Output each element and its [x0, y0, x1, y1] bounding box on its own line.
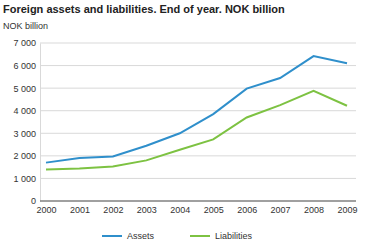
- title: Foreign assets and liabilities. End of y…: [3, 3, 285, 15]
- legend-label: Liabilities: [215, 231, 253, 241]
- legend-label: Assets: [127, 231, 155, 241]
- y-tick-label: 2 000: [13, 151, 36, 161]
- y-axis: 0 1 000 2 000 3 000 4 000 5 000 6 000 7 000: [13, 38, 40, 206]
- x-tick: 2001: [70, 201, 90, 215]
- grid-line: [40, 88, 356, 89]
- grid-line: [40, 110, 356, 111]
- chart: Foreign assets and liabilities. End of y…: [0, 0, 369, 244]
- x-tick: 2004: [170, 201, 190, 215]
- grid-line: [40, 133, 356, 134]
- x-axis: 2000 2001 2002 2003 2004 2005 2006 2007 2008 2009: [36, 201, 357, 215]
- y-tick-label: 0: [31, 196, 36, 206]
- x-tick-label: 2009: [337, 205, 357, 215]
- grid-line: [40, 178, 356, 179]
- x-tick: 2008: [304, 201, 324, 215]
- grid: [40, 43, 356, 201]
- x-tick-label: 2001: [70, 205, 90, 215]
- y-tick-label: 4 000: [13, 106, 36, 116]
- y-tick: 7 000: [13, 38, 40, 48]
- y-tick: 4 000: [13, 106, 40, 116]
- y-tick-label: 1 000: [13, 174, 36, 184]
- x-tick-label: 2000: [36, 205, 56, 215]
- y-label: NOK billion: [3, 21, 48, 31]
- plot-area: [46, 56, 347, 169]
- x-tick-label: 2008: [304, 205, 324, 215]
- legend: Assets Liabilities: [102, 231, 253, 241]
- x-tick-label: 2006: [237, 205, 257, 215]
- y-tick: 6 000: [13, 61, 40, 71]
- x-axis-line: [40, 201, 356, 202]
- x-tick: 2005: [204, 201, 224, 215]
- y-tick-label: 6 000: [13, 61, 36, 71]
- grid-line: [40, 201, 356, 202]
- x-tick: 2007: [271, 201, 291, 215]
- y-tick: 5 000: [13, 84, 40, 94]
- x-tick-label: 2007: [271, 205, 291, 215]
- grid-line: [40, 43, 356, 44]
- grid-line: [40, 65, 356, 66]
- x-tick: 2006: [237, 201, 257, 215]
- series-line: [46, 91, 347, 170]
- x-tick: 2002: [103, 201, 123, 215]
- y-tick-label: 7 000: [13, 38, 36, 48]
- legend-swatch: [190, 235, 210, 237]
- legend-swatch: [102, 235, 122, 237]
- y-tick: 1 000: [13, 174, 40, 184]
- y-tick: 2 000: [13, 151, 40, 161]
- x-tick: 2000: [36, 201, 56, 215]
- x-tick-label: 2002: [103, 205, 123, 215]
- x-tick-label: 2003: [137, 205, 157, 215]
- x-tick: 2003: [137, 201, 157, 215]
- series-line: [46, 56, 347, 163]
- y-tick-label: 5 000: [13, 84, 36, 94]
- grid-line: [40, 155, 356, 156]
- y-tick-label: 3 000: [13, 129, 36, 139]
- x-tick: 2009: [337, 201, 357, 215]
- x-tick-label: 2004: [170, 205, 190, 215]
- y-tick: 3 000: [13, 129, 40, 139]
- y-axis-line: [40, 44, 41, 202]
- x-tick-label: 2005: [204, 205, 224, 215]
